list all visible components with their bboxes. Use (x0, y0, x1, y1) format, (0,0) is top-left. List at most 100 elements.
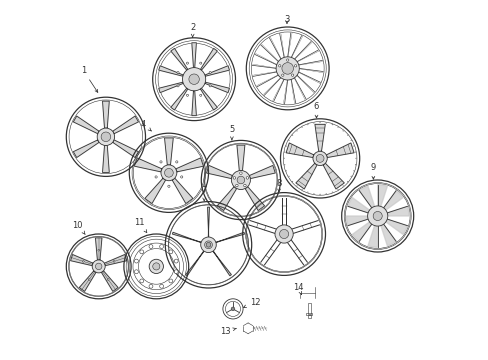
Text: 11: 11 (134, 218, 146, 233)
Circle shape (291, 135, 292, 136)
Polygon shape (204, 66, 229, 76)
Circle shape (281, 74, 284, 76)
Polygon shape (380, 224, 395, 246)
Text: 3: 3 (284, 15, 289, 24)
Circle shape (284, 152, 285, 153)
Circle shape (209, 72, 211, 73)
Polygon shape (326, 143, 353, 158)
Circle shape (316, 154, 324, 162)
Text: 6: 6 (313, 102, 319, 118)
Polygon shape (207, 207, 209, 237)
Polygon shape (144, 178, 165, 203)
Circle shape (177, 72, 179, 73)
Circle shape (301, 189, 302, 190)
Polygon shape (191, 91, 196, 116)
Polygon shape (323, 163, 344, 189)
Polygon shape (170, 48, 187, 70)
Circle shape (331, 124, 332, 125)
Circle shape (233, 177, 235, 179)
Polygon shape (164, 138, 173, 165)
Polygon shape (102, 145, 109, 172)
Circle shape (160, 161, 162, 163)
Text: 2: 2 (190, 22, 195, 37)
Circle shape (97, 128, 114, 145)
Polygon shape (249, 166, 275, 179)
Circle shape (206, 243, 210, 247)
Circle shape (319, 194, 320, 195)
Circle shape (286, 59, 288, 61)
Circle shape (346, 181, 347, 182)
Circle shape (325, 193, 326, 194)
Circle shape (186, 94, 188, 96)
Circle shape (231, 307, 234, 311)
Circle shape (168, 279, 172, 283)
Circle shape (325, 122, 326, 123)
Circle shape (204, 241, 212, 249)
Circle shape (177, 85, 179, 87)
Circle shape (301, 127, 302, 128)
Polygon shape (101, 271, 118, 291)
Circle shape (82, 261, 84, 262)
Circle shape (186, 62, 188, 64)
Polygon shape (200, 48, 217, 70)
Polygon shape (377, 185, 386, 206)
Polygon shape (191, 43, 196, 68)
Circle shape (149, 259, 163, 274)
Polygon shape (285, 143, 313, 158)
Circle shape (152, 263, 160, 270)
Circle shape (367, 206, 387, 226)
Circle shape (174, 270, 178, 274)
Circle shape (346, 135, 347, 136)
Circle shape (312, 151, 326, 166)
Polygon shape (102, 101, 109, 128)
Circle shape (134, 270, 138, 274)
Circle shape (350, 140, 351, 141)
Circle shape (313, 193, 314, 194)
Text: 5: 5 (229, 125, 234, 140)
Circle shape (296, 185, 297, 186)
Polygon shape (346, 216, 367, 226)
Polygon shape (170, 88, 187, 110)
Circle shape (101, 132, 110, 141)
Text: 12: 12 (243, 298, 260, 308)
Circle shape (180, 176, 183, 178)
Circle shape (98, 249, 99, 251)
Circle shape (182, 68, 205, 91)
Circle shape (239, 172, 242, 175)
Polygon shape (206, 166, 232, 179)
Polygon shape (385, 219, 407, 234)
Polygon shape (172, 178, 192, 203)
Polygon shape (176, 158, 203, 172)
Circle shape (209, 85, 211, 87)
Polygon shape (347, 198, 369, 213)
Circle shape (149, 284, 153, 288)
Polygon shape (244, 187, 264, 211)
Circle shape (149, 244, 153, 248)
Circle shape (331, 192, 332, 193)
Circle shape (291, 74, 293, 76)
Circle shape (306, 192, 307, 193)
Circle shape (200, 237, 216, 253)
Circle shape (285, 170, 286, 171)
Polygon shape (73, 140, 99, 158)
Circle shape (199, 94, 202, 96)
Circle shape (353, 170, 354, 171)
Polygon shape (367, 226, 377, 247)
Polygon shape (216, 232, 244, 242)
Circle shape (288, 140, 289, 141)
Polygon shape (172, 232, 201, 242)
Circle shape (291, 181, 292, 182)
Text: 4: 4 (141, 120, 151, 131)
Circle shape (276, 57, 299, 80)
Polygon shape (386, 206, 408, 216)
Polygon shape (295, 163, 316, 189)
Polygon shape (352, 222, 371, 241)
Circle shape (285, 145, 286, 147)
Text: 13: 13 (220, 327, 236, 336)
Circle shape (95, 263, 102, 270)
Circle shape (164, 168, 173, 177)
Polygon shape (217, 187, 236, 211)
Polygon shape (159, 82, 183, 93)
Circle shape (174, 259, 178, 263)
Bar (305, 313, 312, 315)
